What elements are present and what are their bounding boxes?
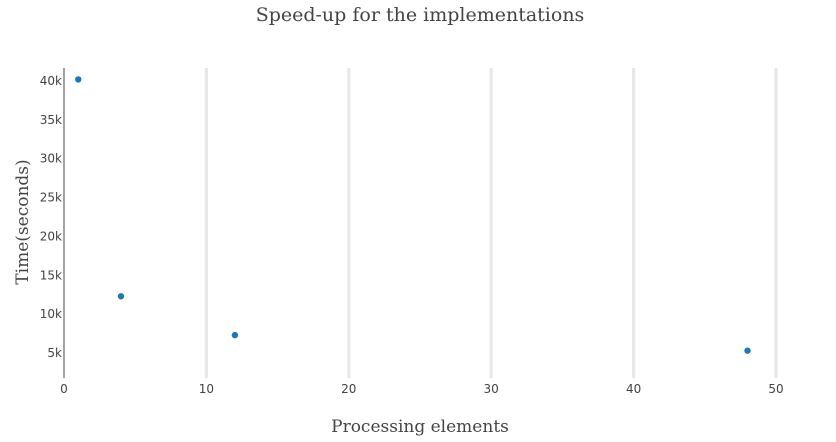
- y-tick-labels: 5k 10k 15k 20k 25k 30k 35k 40k: [40, 74, 62, 360]
- x-tick-label: 50: [768, 382, 783, 396]
- y-tick-label: 25k: [40, 191, 62, 205]
- y-tick-label: 20k: [40, 229, 62, 243]
- y-tick-label: 15k: [40, 268, 62, 282]
- y-tick-label: 40k: [40, 74, 62, 88]
- y-axis-title: Time(seconds): [13, 159, 33, 284]
- x-tick-label: 0: [60, 382, 68, 396]
- y-tick-label: 35k: [40, 113, 62, 127]
- x-tick-label: 40: [626, 382, 641, 396]
- data-points: [75, 76, 751, 354]
- data-point: [75, 76, 82, 83]
- x-axis-title: Processing elements: [331, 417, 509, 437]
- y-tick-label: 10k: [40, 307, 62, 321]
- x-tick-label: 20: [341, 382, 356, 396]
- x-tick-labels: 0 10 20 30 40 50: [60, 382, 783, 396]
- y-tick-label: 5k: [47, 346, 62, 360]
- x-tick-label: 30: [484, 382, 499, 396]
- grid-layer: [204, 68, 778, 378]
- data-point: [231, 331, 239, 339]
- data-point: [744, 347, 751, 354]
- x-tick-label: 10: [199, 382, 214, 396]
- chart-title: Speed-up for the implementations: [256, 4, 585, 26]
- y-tick-label: 30k: [40, 152, 62, 166]
- data-point: [117, 293, 125, 300]
